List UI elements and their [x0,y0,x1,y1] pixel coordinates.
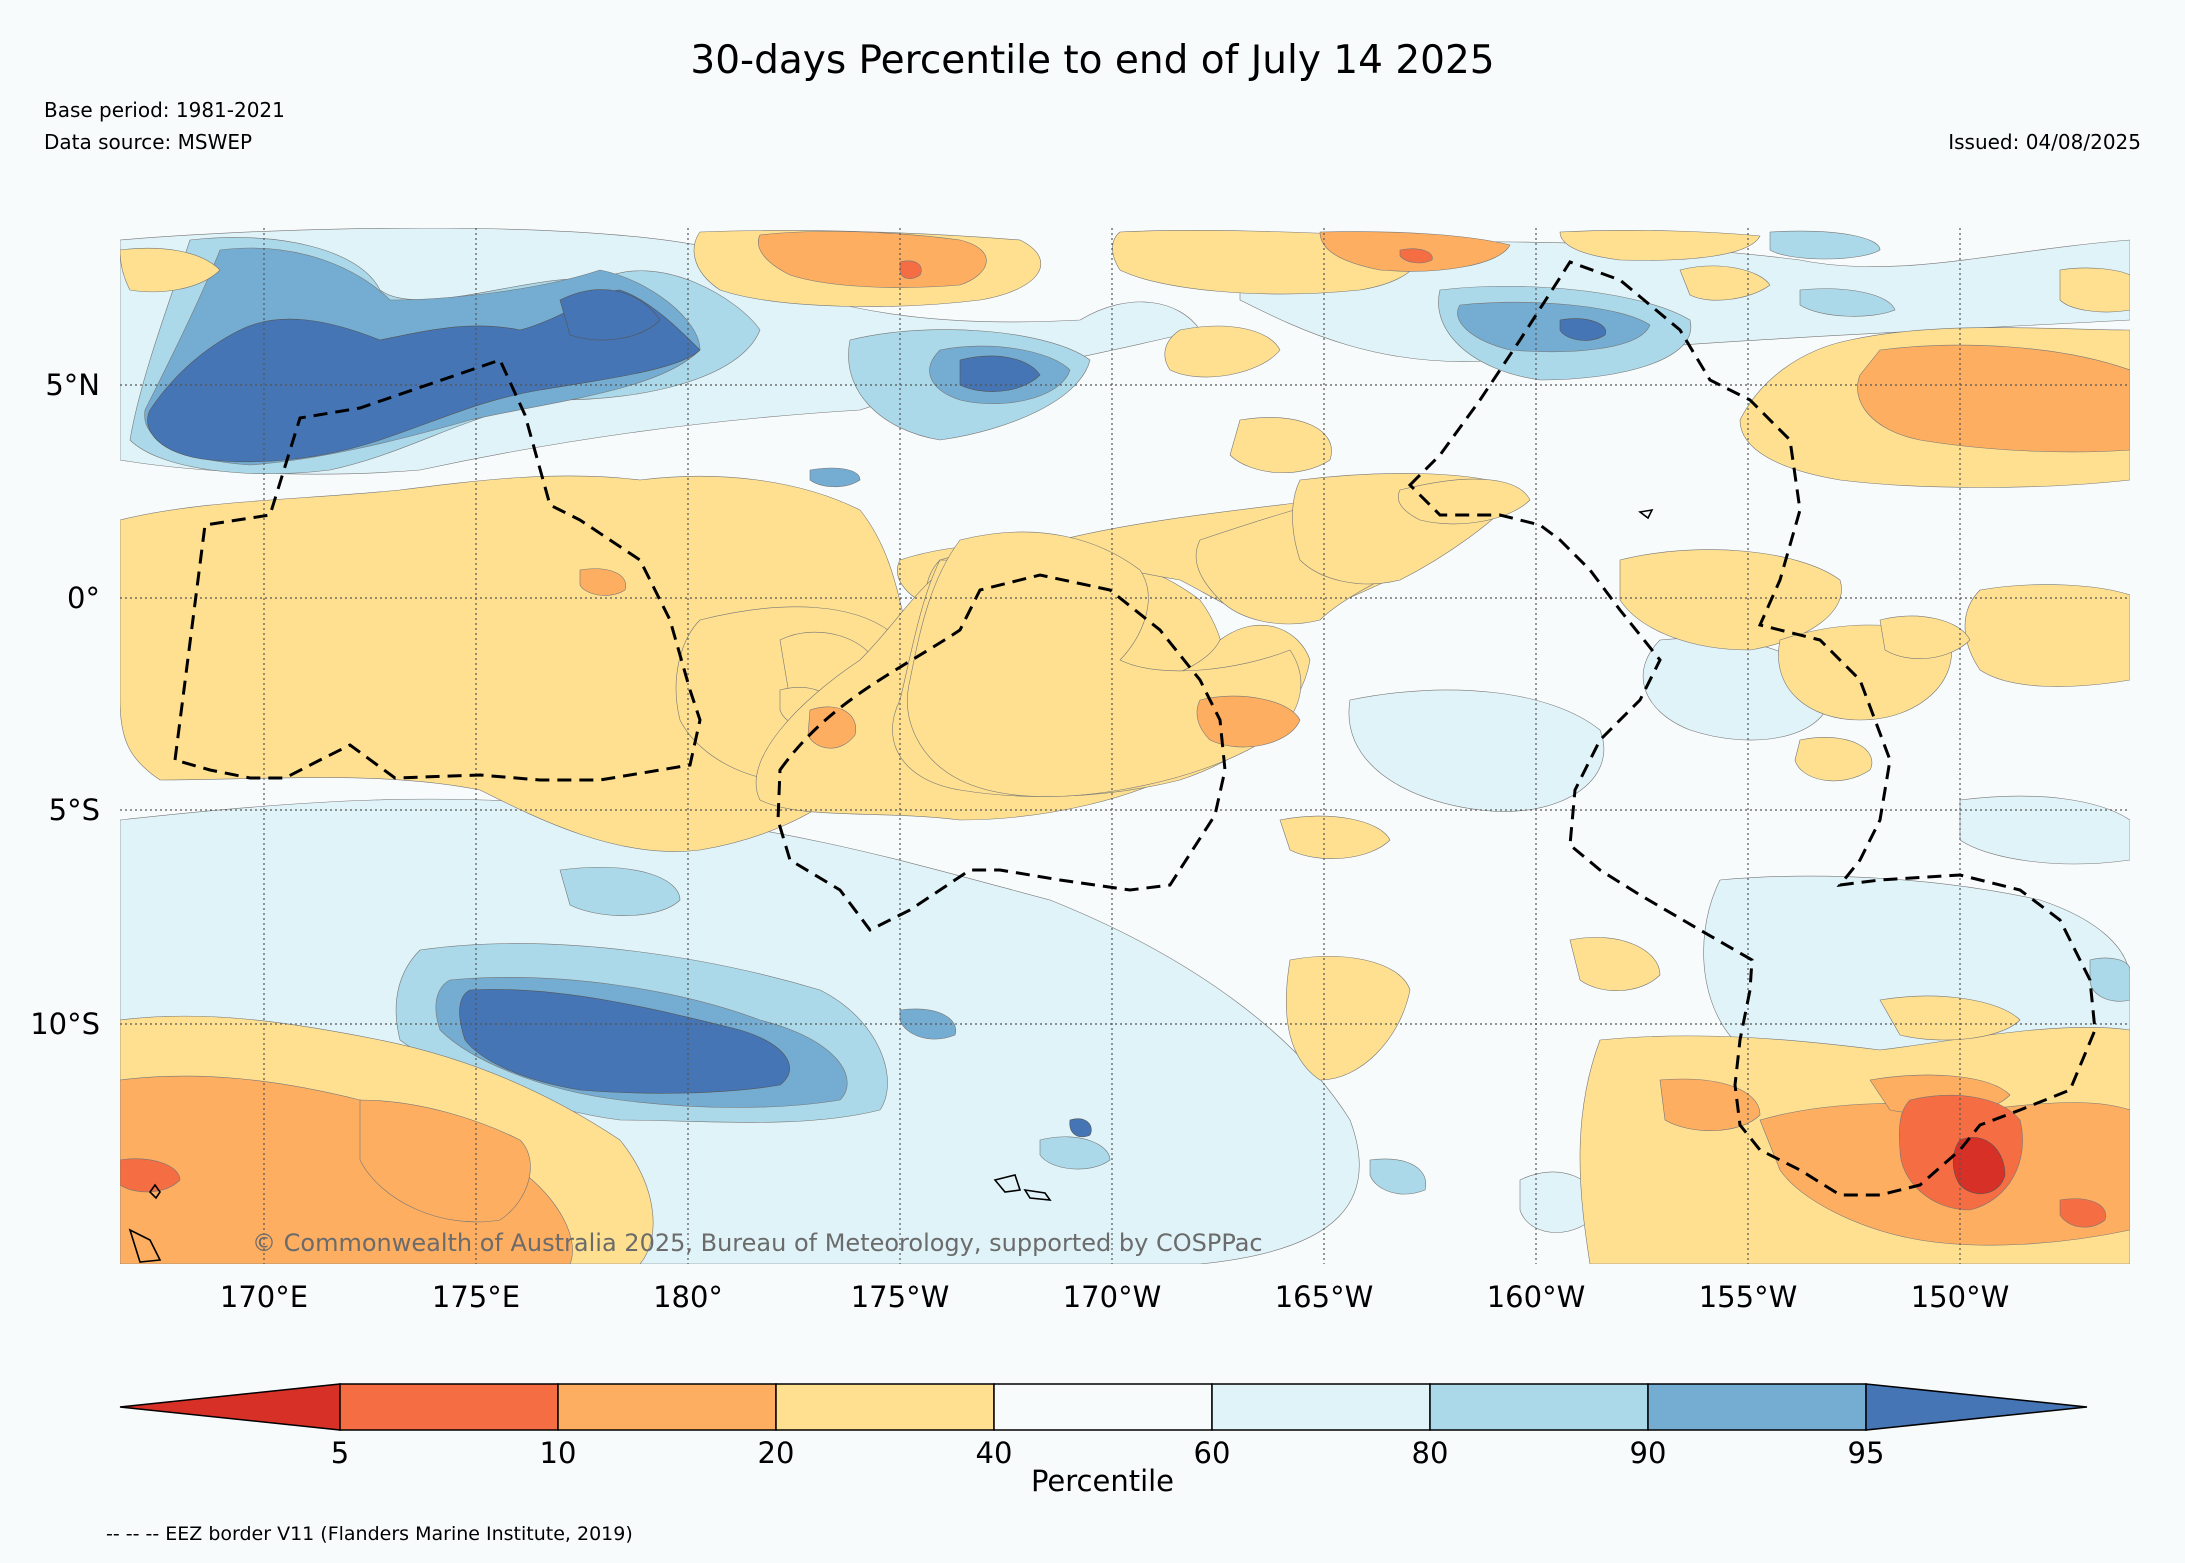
longitude-labels: 170°E 175°E 180° 175°W 170°W 165°W 160°W… [220,1280,2009,1314]
colorbar-swatch [775,1383,995,1431]
colorbar-tick: 90 [1630,1436,1667,1470]
lat-label: 0° [67,581,100,615]
lon-label: 170°W [1063,1280,1162,1314]
eez-borders [173,260,2097,1197]
colorbar-swatch [1211,1383,1431,1431]
lon-label: 165°W [1275,1280,1374,1314]
colorbar-swatch [557,1383,777,1431]
lon-label: 175°W [851,1280,950,1314]
colorbar-swatch [1429,1383,1649,1431]
lat-label: 5°N [45,368,100,402]
map-title: 30-days Percentile to end of July 14 202… [690,38,1495,83]
colorbar-tick: 5 [331,1436,349,1470]
colorbar-tick: 95 [1848,1436,1885,1470]
colorbar-tick: 80 [1412,1436,1449,1470]
colorbar-label: Percentile [1030,1464,1175,1498]
latitude-labels: 5°N 0° 5°S 10°S [30,368,100,1041]
lon-label: 160°W [1487,1280,1586,1314]
graticule [120,228,2130,1264]
colorbar-swatch [339,1383,559,1431]
lat-label: 10°S [30,1007,100,1041]
copyright-text: © Commonwealth of Australia 2025, Bureau… [252,1229,1263,1257]
lon-label: 155°W [1699,1280,1798,1314]
issued-date: Issued: 04/08/2025 [1948,130,2141,154]
base-period: Base period: 1981-2021 [44,98,285,122]
colorbar-tick: 60 [1194,1436,1231,1470]
band-above-95 [147,289,1607,1138]
colorbar: 5 10 20 40 60 80 90 95 [119,1383,2088,1470]
band-10-20 [120,231,2130,1264]
colorbar-tick: 20 [758,1436,795,1470]
colorbar-swatch [993,1383,1213,1431]
lon-label: 180° [653,1280,723,1314]
map-area: © Commonwealth of Australia 2025, Bureau… [120,228,2130,1264]
band-below-5 [1952,1137,2006,1194]
island-outlines [128,508,1654,1263]
lon-label: 175°E [432,1280,520,1314]
eez-footnote: -- -- -- EEZ border V11 (Flanders Marine… [106,1523,633,1545]
colorbar-extend-low [119,1383,341,1431]
colorbar-tick: 40 [976,1436,1013,1470]
lon-label: 150°W [1911,1280,2010,1314]
lon-label: 170°E [220,1280,308,1314]
colorbar-tick: 10 [540,1436,577,1470]
colorbar-extend-high [1865,1383,2088,1431]
colorbar-swatch [1647,1383,1867,1431]
lat-label: 5°S [49,793,100,827]
data-source: Data source: MSWEP [44,130,253,154]
